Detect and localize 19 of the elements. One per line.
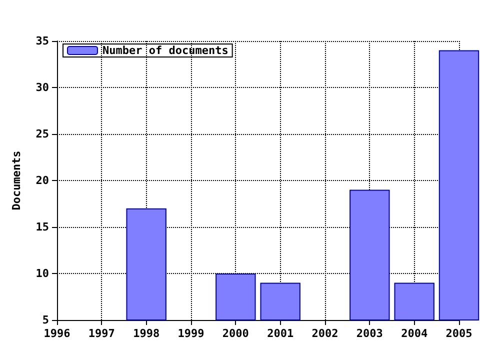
y-tick-label: 15 (36, 220, 49, 234)
y-axis-title: Documents (10, 150, 23, 210)
x-tick-label: 2005 (446, 327, 472, 340)
x-tick-label: 1997 (88, 327, 115, 340)
x-tick-label: 1999 (178, 327, 204, 340)
x-tick-label: 2004 (401, 327, 428, 340)
y-tick-label: 30 (36, 81, 49, 94)
y-tick-label: 20 (36, 174, 49, 187)
x-tick-label: 2001 (267, 327, 294, 340)
x-tick-label: 1996 (44, 327, 71, 340)
x-tick-label: 2000 (222, 327, 249, 340)
legend-label: Number of documents (102, 44, 228, 57)
y-tick-label: 5 (42, 314, 49, 326)
x-tick-label: 2002 (312, 327, 338, 340)
y-tick-label: 25 (36, 128, 49, 140)
x-tick-label: 2003 (356, 327, 383, 340)
y-tick-label: 10 (36, 267, 49, 280)
y-tick-label: 35 (36, 34, 49, 48)
x-tick-label: 1998 (133, 327, 160, 340)
